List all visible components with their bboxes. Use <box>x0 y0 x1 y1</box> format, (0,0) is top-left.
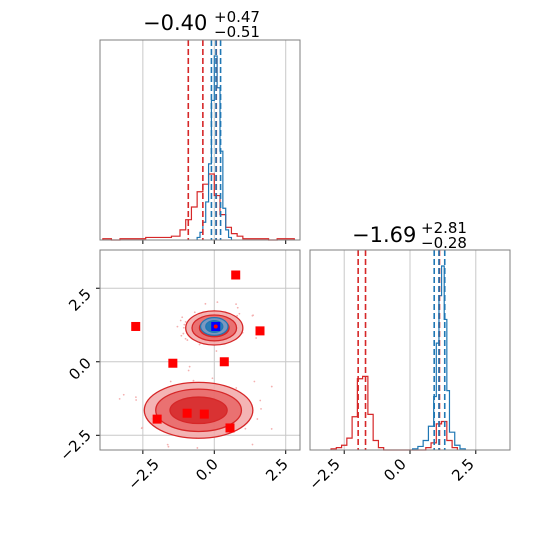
scatter-point <box>256 418 259 420</box>
joint-y-tick-label: 2.5 <box>65 285 95 315</box>
param-2-x-tick-label: 2.5 <box>448 455 478 485</box>
joint-y-tick-label: −2.5 <box>56 426 94 464</box>
scatter-point <box>183 323 186 326</box>
scatter-point <box>140 427 143 430</box>
param-2-x-tick-label: −2.5 <box>305 455 343 493</box>
scatter-point <box>251 443 254 446</box>
scatter-point <box>236 306 239 309</box>
scatter-point <box>260 407 262 410</box>
param-1-title-upper: +0.47 <box>214 8 260 26</box>
square-marker <box>231 270 241 280</box>
param-2-marginal-panel <box>309 249 511 454</box>
axes-frame <box>309 249 511 451</box>
scatter-point <box>187 369 190 372</box>
histogram-red <box>102 173 295 241</box>
scatter-point <box>192 379 195 382</box>
joint-x-tick-labels: −2.5 0.0 2.5 <box>124 455 291 493</box>
scatter-point <box>176 325 179 328</box>
scatter-point <box>244 427 247 430</box>
scatter-point <box>259 399 262 402</box>
square-marker <box>199 409 209 419</box>
param-2-x-tick-label: 0.0 <box>380 455 410 485</box>
scatter-point <box>184 320 187 323</box>
scatter-point <box>204 302 207 305</box>
joint-y-tick-labels: 2.5 0.0 −2.5 <box>56 285 94 464</box>
scatter-point <box>235 303 237 306</box>
param-1-marginal-panel <box>99 39 301 244</box>
scatter-point <box>211 377 214 380</box>
scatter-point <box>135 399 138 401</box>
scatter-point <box>166 443 169 446</box>
param-2-x-tick-labels: −2.5 0.0 2.5 <box>305 455 477 493</box>
joint-y-tick-label: 0.0 <box>65 354 95 384</box>
joint-x-tick-label: 2.5 <box>262 455 292 485</box>
axes-frame <box>99 249 301 451</box>
scatter-point <box>179 319 182 322</box>
scatter-point <box>169 380 172 383</box>
scatter-point <box>181 316 184 319</box>
scatter-point <box>186 339 189 341</box>
joint-x-tick-label: −2.5 <box>124 455 162 493</box>
joint-x-tick-label: 0.0 <box>192 455 222 485</box>
scatter-point <box>193 311 196 314</box>
param-2-title: −1.69 +2.81 −0.28 <box>352 219 467 252</box>
param-2-title-value: −1.69 <box>352 223 416 247</box>
scatter-point <box>270 428 273 430</box>
scatter-point <box>180 334 183 337</box>
scatter-point <box>118 397 121 400</box>
scatter-point <box>122 393 125 396</box>
square-marker <box>131 321 141 331</box>
scatter-point <box>236 314 239 317</box>
scatter-point <box>167 445 170 448</box>
red-contour-level <box>169 396 228 425</box>
scatter-point <box>182 332 185 335</box>
square-marker <box>152 414 162 424</box>
axes-frame <box>99 39 301 241</box>
scatter-point <box>252 314 255 317</box>
scatter-point <box>215 350 218 352</box>
scatter-point <box>253 380 256 383</box>
scatter-point <box>270 385 273 388</box>
scatter-point <box>196 447 199 449</box>
scatter-point <box>198 343 201 346</box>
scatter-point <box>182 326 185 329</box>
square-marker <box>225 423 235 433</box>
param-1-title-value: −0.40 <box>143 11 207 35</box>
param-1-title: −0.40 +0.47 −0.51 <box>143 8 260 41</box>
scatter-point <box>135 396 137 399</box>
scatter-point <box>216 301 219 303</box>
truth-point <box>213 324 218 329</box>
joint-contour-panel <box>96 249 301 454</box>
square-marker <box>168 358 178 368</box>
square-marker <box>255 326 265 336</box>
square-marker <box>219 357 229 367</box>
scatter-point <box>188 365 191 368</box>
param-2-title-lower: −0.28 <box>421 234 467 252</box>
scatter-point <box>184 337 187 340</box>
param-2-title-upper: +2.81 <box>421 219 467 237</box>
param-1-title-lower: −0.51 <box>214 23 260 41</box>
square-marker <box>182 408 192 418</box>
scatter-point <box>235 387 238 389</box>
histogram-red <box>330 375 458 451</box>
scatter-point <box>238 312 241 315</box>
scatter-point <box>255 337 258 339</box>
